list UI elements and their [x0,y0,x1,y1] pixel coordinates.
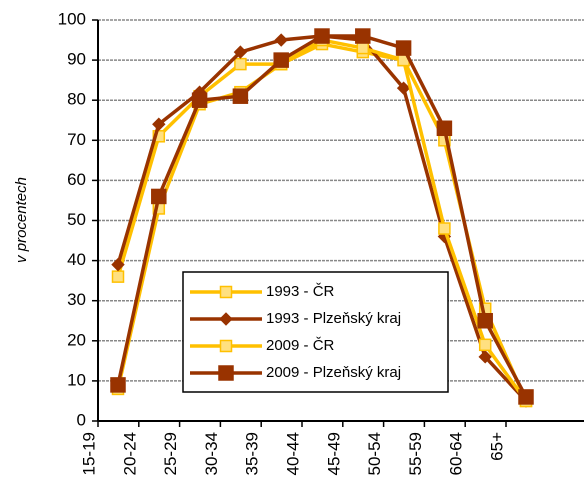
data-point [152,117,166,131]
x-tick-label: 45-49 [324,432,343,475]
y-tick-label: 50 [67,210,86,229]
y-tick-label: 70 [67,130,86,149]
x-tick-label: 50-54 [365,432,384,475]
data-point [478,338,492,352]
data-point [314,28,330,44]
data-point [274,33,288,47]
y-tick-label: 40 [67,250,86,269]
data-point [355,28,371,44]
y-axis-label: v procentech [13,177,30,263]
data-point [111,257,125,272]
data-point [191,92,208,108]
x-tick-label: 35-39 [243,432,262,475]
data-point [232,88,249,104]
x-tick-label: 15-19 [79,432,98,475]
y-tick-label: 30 [67,290,86,309]
data-point [273,52,289,68]
legend-label: 2009 - ČR [266,337,335,354]
data-point [233,45,248,59]
data-point [356,41,370,55]
legend-label: 1993 - ČR [266,283,335,300]
y-tick-label: 20 [67,330,86,349]
data-point [477,313,493,329]
y-tick-label: 100 [58,9,86,28]
legend-marker [219,312,233,326]
data-point [151,188,167,205]
data-point [234,57,247,71]
data-point [396,81,411,95]
legend-marker [218,365,234,381]
legend-label: 1993 - Plzeňský kraj [266,310,401,327]
legend-label: 2009 - Plzeňský kraj [266,364,401,381]
data-point [518,389,534,405]
series [110,28,534,405]
data-point [438,222,451,235]
x-tick-label: 40-44 [283,432,302,475]
y-tick-label: 0 [77,410,86,429]
data-point [110,377,126,393]
legend-marker [219,285,233,299]
x-tick-label: 65+ [487,432,506,461]
y-tick-label: 90 [67,50,86,69]
data-point [111,270,125,283]
x-tick-label: 30-34 [202,432,221,475]
y-tick-label: 80 [67,90,86,109]
x-tick-label: 55-59 [406,432,425,475]
x-tick-label: 20-24 [120,432,139,475]
legend-marker [219,339,233,353]
data-point [395,40,412,56]
data-point [436,120,453,137]
data-point [478,350,492,364]
y-tick-label: 60 [67,170,86,189]
x-tick-label: 60-64 [447,432,466,475]
x-tick-label: 25-29 [161,432,180,475]
y-tick-label: 10 [67,370,86,389]
